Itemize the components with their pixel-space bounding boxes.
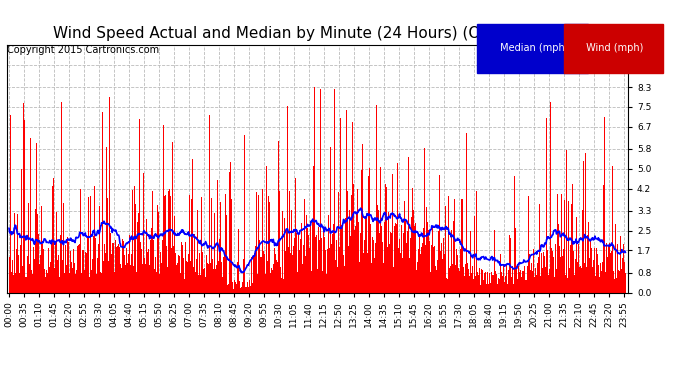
- Text: Copyright 2015 Cartronics.com: Copyright 2015 Cartronics.com: [7, 45, 159, 55]
- Text: Wind (mph): Wind (mph): [583, 43, 643, 53]
- Text: Median (mph): Median (mph): [497, 43, 569, 53]
- Text: Wind Speed Actual and Median by Minute (24 Hours) (Old) 20150928: Wind Speed Actual and Median by Minute (…: [52, 26, 582, 41]
